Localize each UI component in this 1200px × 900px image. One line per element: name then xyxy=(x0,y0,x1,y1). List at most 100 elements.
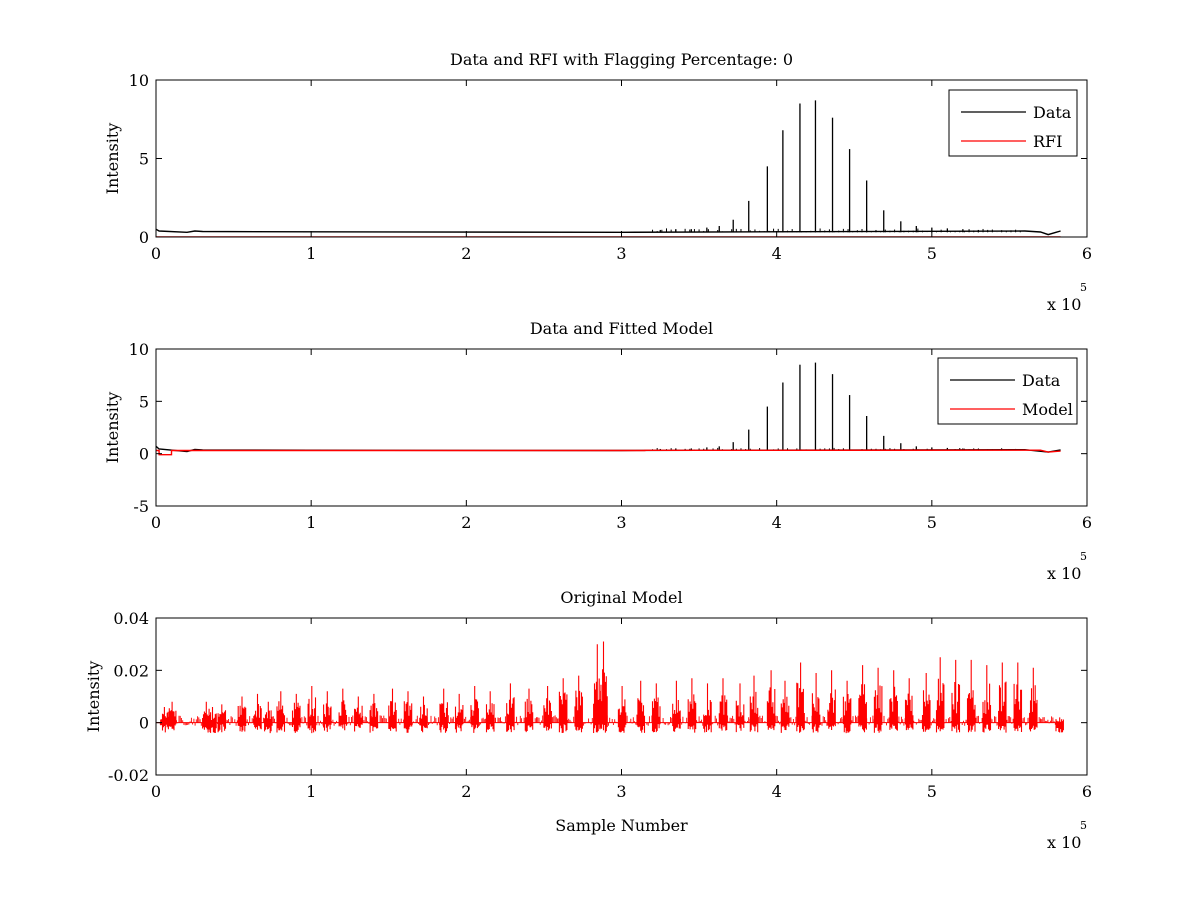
axes-box xyxy=(155,79,1088,238)
axes-box xyxy=(155,617,1088,776)
y-axis-label: Intensity xyxy=(103,123,122,195)
y-tick-label: 0.04 xyxy=(113,609,149,628)
model-burst xyxy=(454,693,464,733)
model-burst xyxy=(167,701,177,731)
y-tick-label: 10 xyxy=(129,340,149,359)
model-burst xyxy=(951,659,961,733)
model-burst xyxy=(470,686,479,733)
model-burst xyxy=(237,696,247,732)
model-burst xyxy=(323,691,332,732)
model-burst xyxy=(780,680,790,733)
model-burst xyxy=(574,675,583,733)
model-burst xyxy=(160,707,169,733)
x-tick-label: 5 xyxy=(927,782,937,801)
y-tick-label: 0 xyxy=(139,445,149,464)
model-burst xyxy=(966,659,976,733)
plot-area xyxy=(156,641,1064,734)
x-tick-label: 0 xyxy=(151,513,161,532)
model-burst xyxy=(307,686,317,734)
x-exponent-label: x 10 xyxy=(1047,295,1081,314)
model-burst xyxy=(264,701,273,734)
chart-panel-1: Data and RFI with Flagging Percentage: 0… xyxy=(103,50,1092,314)
series-data-line xyxy=(156,228,1061,236)
x-tick-label: 5 xyxy=(927,244,937,263)
x-tick-label: 6 xyxy=(1082,782,1092,801)
plot-area xyxy=(156,100,1061,237)
model-burst xyxy=(253,693,262,730)
x-tick-label: 1 xyxy=(306,513,316,532)
x-exponent-power: 5 xyxy=(1080,550,1087,563)
model-burst xyxy=(506,683,515,733)
x-exponent-power: 5 xyxy=(1080,281,1087,294)
model-burst xyxy=(217,704,227,733)
y-axis-label: Intensity xyxy=(103,392,122,464)
model-burst xyxy=(998,662,1007,733)
x-exponent-label: x 10 xyxy=(1047,833,1081,852)
x-tick-label: 1 xyxy=(306,244,316,263)
legend: Data Model xyxy=(937,357,1078,425)
model-burst xyxy=(735,683,745,733)
model-burst xyxy=(439,688,448,733)
model-burst xyxy=(291,693,301,733)
y-tick-label: 5 xyxy=(139,150,149,169)
model-burst xyxy=(1013,662,1023,732)
y-tick-label: -0.02 xyxy=(108,766,149,785)
legend-entry-label: Data xyxy=(1022,371,1061,390)
y-tick-label: 0 xyxy=(139,714,149,733)
x-tick-label: 6 xyxy=(1082,513,1092,532)
model-burst xyxy=(558,678,568,733)
legend-entry-label: Data xyxy=(1033,103,1072,122)
x-tick-label: 3 xyxy=(616,782,626,801)
x-tick-label: 1 xyxy=(306,782,316,801)
x-tick-label: 0 xyxy=(151,244,161,263)
x-tick-label: 2 xyxy=(461,244,471,263)
model-burst xyxy=(889,670,898,731)
legend: Data RFI xyxy=(948,89,1078,157)
model-burst xyxy=(651,683,661,733)
model-burst xyxy=(599,641,608,733)
series-model-line xyxy=(156,449,1061,456)
model-burst xyxy=(338,688,348,731)
y-tick-label: 0 xyxy=(139,228,149,247)
model-burst xyxy=(485,691,495,733)
x-tick-label: 5 xyxy=(927,513,937,532)
x-tick-label: 3 xyxy=(616,513,626,532)
y-tick-label: -5 xyxy=(133,497,149,516)
model-burst xyxy=(419,696,428,733)
model-burst xyxy=(873,667,883,733)
x-tick-label: 4 xyxy=(772,244,782,263)
legend-box xyxy=(948,89,1078,157)
model-burst xyxy=(276,691,286,733)
x-tick-label: 2 xyxy=(461,782,471,801)
legend-box xyxy=(937,357,1078,425)
x-tick-label: 2 xyxy=(461,513,471,532)
model-burst xyxy=(827,670,836,730)
y-tick-label: 0.02 xyxy=(113,661,149,680)
plot-area xyxy=(156,362,1061,456)
model-burst xyxy=(524,688,534,733)
legend-entry-label: RFI xyxy=(1033,132,1062,151)
x-tick-label: 0 xyxy=(151,782,161,801)
model-burst xyxy=(687,678,697,733)
x-tick-label: 4 xyxy=(772,513,782,532)
model-burst xyxy=(842,680,852,734)
x-exponent-power: 5 xyxy=(1080,819,1087,832)
model-burst xyxy=(354,696,363,732)
y-tick-label: 5 xyxy=(139,392,149,411)
model-burst xyxy=(935,657,945,733)
model-burst xyxy=(617,686,627,733)
model-burst xyxy=(858,665,867,733)
x-tick-label: 3 xyxy=(616,244,626,263)
model-burst xyxy=(749,675,759,733)
chart-title: Data and RFI with Flagging Percentage: 0 xyxy=(450,50,793,69)
y-axis-label: Intensity xyxy=(84,661,103,733)
model-burst xyxy=(202,701,211,733)
x-exponent-label: x 10 xyxy=(1047,564,1081,583)
model-burst xyxy=(636,680,646,733)
model-burst xyxy=(369,693,379,733)
model-burst xyxy=(403,691,413,733)
legend-entry-label: Model xyxy=(1022,400,1073,419)
